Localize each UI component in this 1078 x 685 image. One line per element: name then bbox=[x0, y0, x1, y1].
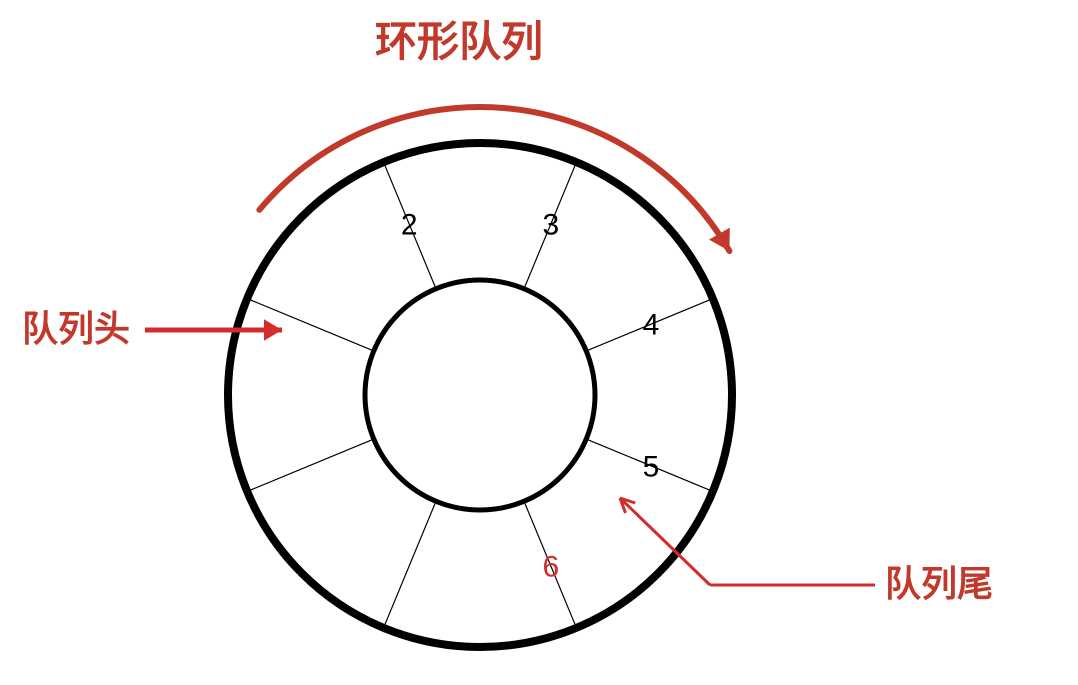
diagram-stage: 2 3 4 5 6 环形队列 队列头 队列尾 bbox=[0, 0, 1078, 685]
slot-label-2: 3 bbox=[542, 209, 559, 242]
slot-label-5: 6 bbox=[542, 550, 559, 583]
tail-label: 队列尾 bbox=[885, 555, 993, 607]
inner-ring bbox=[365, 280, 595, 510]
segment-divider bbox=[247, 439, 374, 491]
slot-label-4: 5 bbox=[643, 450, 660, 483]
slot-label-3: 4 bbox=[643, 309, 660, 342]
outer-ring bbox=[228, 143, 732, 647]
slot-label-1: 2 bbox=[401, 209, 418, 242]
segment-divider bbox=[384, 501, 436, 628]
head-arrow-head bbox=[264, 319, 282, 341]
top-arc bbox=[259, 107, 729, 251]
tail-arrow-seg2 bbox=[620, 498, 710, 585]
diagram-title: 环形队列 bbox=[375, 8, 543, 69]
head-label: 队列头 bbox=[22, 300, 130, 352]
